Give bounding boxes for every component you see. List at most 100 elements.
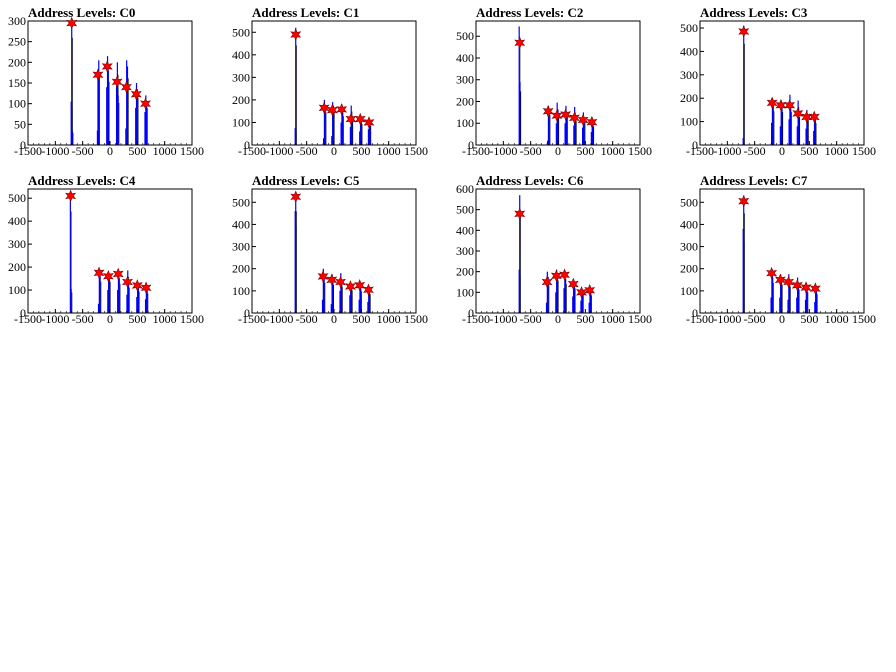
chart-title: Address Levels: C4: [28, 173, 136, 188]
y-tick-label: 500: [232, 195, 250, 209]
peak-marker: [568, 111, 580, 125]
x-tick-label: -500: [744, 312, 766, 326]
peak-marker: [542, 104, 554, 118]
x-tick-label: 1500: [852, 144, 876, 158]
y-tick-label: 0: [20, 306, 26, 320]
y-tick-label: 200: [8, 55, 26, 69]
peak-marker: [784, 98, 796, 112]
chart-panel-2: -1500 -1000 -500 0 500 1000 1500 0 100 200 300 400 5…: [448, 0, 672, 168]
chart-panel-6: -1500 -1000 -500 0 500 1000 1500 0 100 200 300 400 5…: [448, 168, 672, 336]
y-tick-label: 400: [680, 217, 698, 231]
chart-panel-4: -1500 -1000 -500 0 500 1000 1500 0 100 200 300 400 5…: [0, 168, 224, 336]
x-tick-label: -500: [72, 312, 94, 326]
y-tick-label: 300: [232, 240, 250, 254]
y-tick-label: 500: [680, 195, 698, 209]
peak-marker: [112, 267, 124, 281]
chart-title: Address Levels: C5: [252, 173, 360, 188]
y-tick-label: 50: [14, 117, 26, 131]
y-tick-label: 500: [232, 25, 250, 39]
peak-marker: [586, 115, 598, 129]
x-tick-label: 0: [555, 312, 561, 326]
y-tick-label: 100: [8, 97, 26, 111]
peak-marker: [122, 275, 133, 289]
y-tick-label: 0: [468, 306, 474, 320]
histogram-plot: -1500 -1000 -500 0 500 1000 1500 0 100 200 300 400 5…: [232, 20, 428, 158]
peak-marker: [738, 25, 750, 38]
peak-marker: [140, 97, 152, 110]
chart-panel-3: -1500 -1000 -500 0 500 1000 1500 0 100 200 300 400 5…: [672, 0, 896, 168]
y-tick-label: 300: [232, 70, 250, 84]
peak-marker: [344, 280, 356, 293]
y-tick-label: 100: [456, 116, 474, 130]
x-tick-label: -1500: [14, 144, 42, 158]
x-tick-label: 500: [128, 312, 146, 326]
chart-title: Address Levels: C7: [700, 173, 808, 188]
plot-frame: [27, 20, 193, 146]
peak-marker: [335, 275, 347, 289]
histogram-plot: -1500 -1000 -500 0 500 1000 1500 0 100 200 300 400 5…: [232, 188, 428, 326]
chart-title: Address Levels: C1: [252, 5, 360, 20]
peak-marker: [317, 270, 329, 283]
x-tick-label: 500: [352, 312, 370, 326]
peak-marker: [345, 112, 357, 126]
peak-marker: [800, 281, 812, 294]
x-tick-label: -1000: [489, 144, 517, 158]
peak-marker: [766, 266, 778, 280]
y-tick-label: 0: [468, 138, 474, 152]
x-tick-label: -500: [72, 144, 94, 158]
x-tick-label: -1500: [14, 312, 42, 326]
x-tick-label: -500: [296, 144, 318, 158]
y-tick-label: 300: [8, 237, 26, 251]
peak-marker: [326, 103, 338, 117]
x-tick-label: 1000: [601, 144, 625, 158]
peak-marker: [577, 113, 589, 127]
chart-panel-0: -1500 -1000 -500 0 500 1000 1500 0 50 100 150 200 25…: [0, 0, 224, 168]
y-tick-label: 300: [680, 240, 698, 254]
peak-marker: [363, 116, 375, 129]
y-tick-label: 100: [232, 115, 250, 129]
y-tick-label: 0: [692, 306, 698, 320]
x-tick-label: 1500: [628, 144, 652, 158]
peak-marker: [111, 75, 123, 89]
x-tick-label: 0: [107, 312, 113, 326]
peak-marker: [336, 103, 348, 116]
x-tick-label: 1000: [601, 312, 625, 326]
peak-marker: [576, 286, 587, 299]
peak-marker: [791, 279, 803, 292]
x-tick-label: 1000: [153, 312, 177, 326]
x-tick-label: -1500: [462, 144, 490, 158]
y-tick-label: 100: [680, 115, 698, 129]
peak-marker: [567, 277, 579, 291]
x-tick-label: -1500: [686, 312, 714, 326]
x-tick-label: 500: [800, 144, 818, 158]
y-tick-label: 200: [456, 94, 474, 108]
y-tick-label: 400: [232, 48, 250, 62]
x-tick-label: 1500: [180, 144, 204, 158]
peak-marker: [551, 109, 563, 122]
peak-marker: [801, 110, 813, 124]
histogram-plot: -1500 -1000 -500 0 500 1000 1500 0 100 200 300 400 5…: [456, 182, 652, 326]
x-tick-label: 0: [331, 144, 337, 158]
y-tick-label: 100: [8, 283, 26, 297]
y-tick-label: 0: [692, 138, 698, 152]
peak-marker: [290, 28, 302, 41]
y-tick-label: 400: [680, 44, 698, 58]
peak-marker: [93, 266, 105, 280]
peak-marker: [326, 273, 338, 287]
peak-marker: [140, 281, 152, 295]
x-tick-label: 1000: [377, 312, 401, 326]
peak-marker: [318, 101, 330, 115]
histogram-plot: -1500 -1000 -500 0 500 1000 1500 0 100 200 300 400 5…: [680, 20, 876, 158]
y-tick-label: 400: [232, 217, 250, 231]
x-tick-label: -500: [744, 144, 766, 158]
x-tick-label: 500: [128, 144, 146, 158]
chart-panel-7: -1500 -1000 -500 0 500 1000 1500 0 100 200 300 400 5…: [672, 168, 896, 336]
y-tick-label: 600: [456, 182, 474, 196]
x-tick-label: -1000: [489, 312, 517, 326]
x-tick-label: -1000: [713, 144, 741, 158]
x-tick-label: 1500: [628, 312, 652, 326]
x-tick-label: 500: [576, 144, 594, 158]
peak-marker: [130, 87, 142, 101]
y-tick-label: 200: [232, 262, 250, 276]
